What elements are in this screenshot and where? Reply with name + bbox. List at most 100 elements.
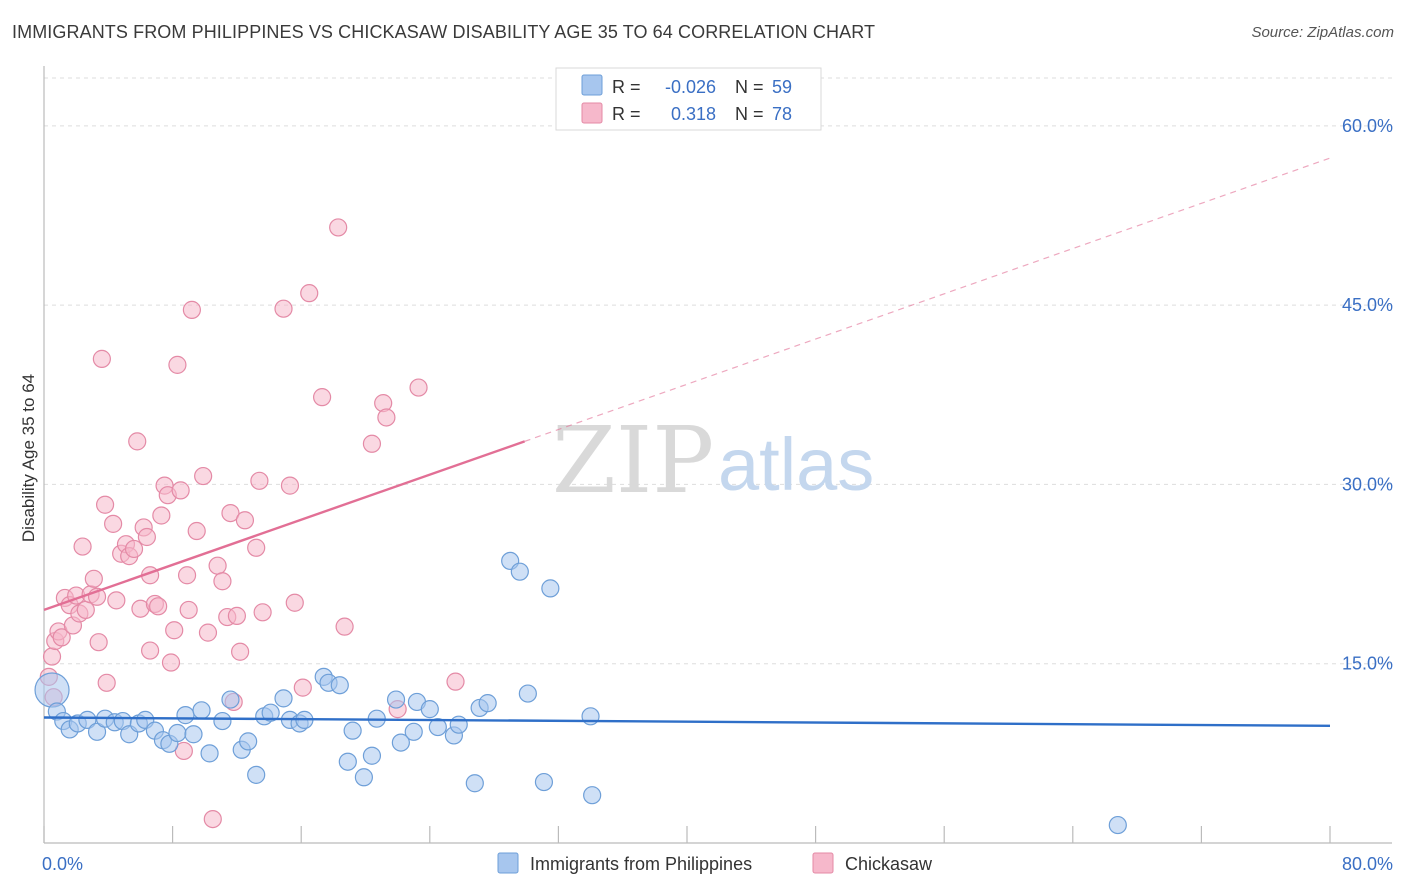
point-philippines: [87, 722, 107, 741]
legend-box: R = -0.026 N = 59 R = 0.318 N = 78: [555, 67, 822, 131]
point-philippines: [274, 689, 293, 708]
point-philippines: [192, 701, 211, 720]
legend-n-label-blue: N =: [735, 77, 764, 97]
point-chickasaw: [231, 642, 250, 661]
y-tick-label: 15.0%: [1342, 654, 1393, 674]
point-chickasaw: [280, 476, 300, 495]
chart-title: IMMIGRANTS FROM PHILIPPINES VS CHICKASAW…: [12, 22, 876, 42]
point-chickasaw: [409, 378, 428, 397]
point-philippines: [261, 703, 280, 722]
point-philippines: [168, 723, 187, 743]
point-philippines: [176, 706, 195, 725]
point-chickasaw: [227, 606, 246, 625]
y-tick-label: 30.0%: [1342, 474, 1393, 494]
point-philippines: [386, 690, 406, 709]
point-chickasaw: [161, 653, 181, 672]
point-philippines: [404, 722, 423, 741]
legend-r-value-pink: 0.318: [671, 104, 716, 124]
point-philippines: [428, 717, 447, 737]
point-chickasaw: [335, 617, 354, 636]
legend-r-label-pink: R =: [612, 104, 641, 124]
point-chickasaw: [179, 600, 198, 620]
x-tick-label: 80.0%: [1342, 854, 1393, 874]
tick-labels: 15.0% 30.0% 45.0% 60.0% 0.0% 80.0%: [42, 116, 1393, 874]
point-philippines: [247, 765, 266, 784]
legend-n-value-blue: 59: [772, 77, 792, 97]
trend-extension-chickasaw: [524, 157, 1331, 442]
point-chickasaw: [171, 481, 190, 500]
point-chickasaw: [149, 597, 168, 616]
point-philippines: [354, 768, 373, 787]
point-chickasaw: [95, 495, 115, 514]
point-philippines: [1108, 815, 1127, 835]
bottom-legend: Immigrants from Philippines Chickasaw: [497, 852, 933, 874]
point-chickasaw: [203, 809, 222, 829]
point-chickasaw: [253, 603, 272, 622]
y-axis-title: Disability Age 35 to 64: [19, 374, 38, 542]
point-philippines: [239, 732, 258, 751]
legend-r-label-blue: R =: [612, 77, 641, 97]
point-chickasaw: [124, 539, 144, 559]
trend-lines: [43, 157, 1331, 728]
point-chickasaw: [107, 591, 126, 610]
point-philippines: [420, 700, 439, 719]
watermark-zip: ZIP: [552, 407, 714, 514]
legend-n-label-pink: N =: [735, 104, 764, 124]
point-chickasaw: [128, 432, 147, 451]
point-philippines: [478, 694, 497, 713]
x-tick-label: 0.0%: [42, 854, 83, 874]
point-philippines: [330, 676, 349, 695]
point-chickasaw: [329, 218, 348, 237]
point-chickasaw: [84, 569, 103, 588]
legend-swatch-blue: [581, 74, 603, 96]
watermark-atlas: atlas: [718, 423, 874, 506]
point-chickasaw: [152, 506, 171, 525]
legend-r-value-blue: -0.026: [665, 77, 716, 97]
point-chickasaw: [187, 521, 206, 541]
point-philippines: [391, 733, 410, 752]
grid-lines: [44, 77, 1392, 665]
point-chickasaw: [97, 673, 116, 692]
point-chickasaw: [208, 556, 227, 575]
trend-line-chickasaw: [43, 440, 526, 612]
point-chickasaw: [250, 471, 269, 490]
point-chickasaw: [235, 511, 255, 530]
point-philippines: [465, 774, 484, 793]
point-chickasaw: [140, 641, 160, 660]
point-philippines: [184, 725, 203, 744]
point-philippines: [510, 562, 529, 581]
point-chickasaw: [221, 503, 240, 523]
point-chickasaw: [174, 741, 193, 761]
trend-line-philippines: [43, 716, 1331, 728]
point-philippines: [534, 772, 554, 792]
y-tick-label: 45.0%: [1342, 295, 1393, 315]
legend-swatch-pink: [581, 102, 603, 124]
y-tick-label: 60.0%: [1342, 116, 1393, 136]
point-chickasaw: [312, 388, 332, 407]
bottom-legend-label-pink: Chickasaw: [845, 854, 933, 874]
point-chickasaw: [165, 621, 184, 640]
point-chickasaw: [293, 678, 312, 697]
point-philippines: [221, 690, 240, 709]
point-chickasaw: [168, 355, 187, 374]
point-philippines: [343, 721, 362, 740]
point-philippines: [34, 672, 70, 708]
point-chickasaw: [198, 623, 218, 642]
point-chickasaw: [247, 538, 266, 557]
point-chickasaw: [73, 537, 92, 556]
legend-n-value-pink: 78: [772, 104, 792, 124]
point-chickasaw: [274, 299, 293, 318]
bottom-legend-label-blue: Immigrants from Philippines: [530, 854, 752, 874]
point-philippines: [200, 744, 219, 763]
watermark: ZIP atlas: [552, 407, 874, 514]
bottom-legend-swatch-blue: [497, 852, 519, 874]
point-chickasaw: [52, 628, 71, 647]
point-chickasaw: [89, 633, 108, 652]
point-chickasaw: [446, 672, 465, 691]
point-chickasaw: [362, 434, 382, 453]
point-philippines: [213, 711, 232, 731]
point-chickasaw: [92, 349, 111, 368]
point-chickasaw: [104, 514, 123, 533]
bottom-legend-swatch-pink: [812, 852, 834, 874]
